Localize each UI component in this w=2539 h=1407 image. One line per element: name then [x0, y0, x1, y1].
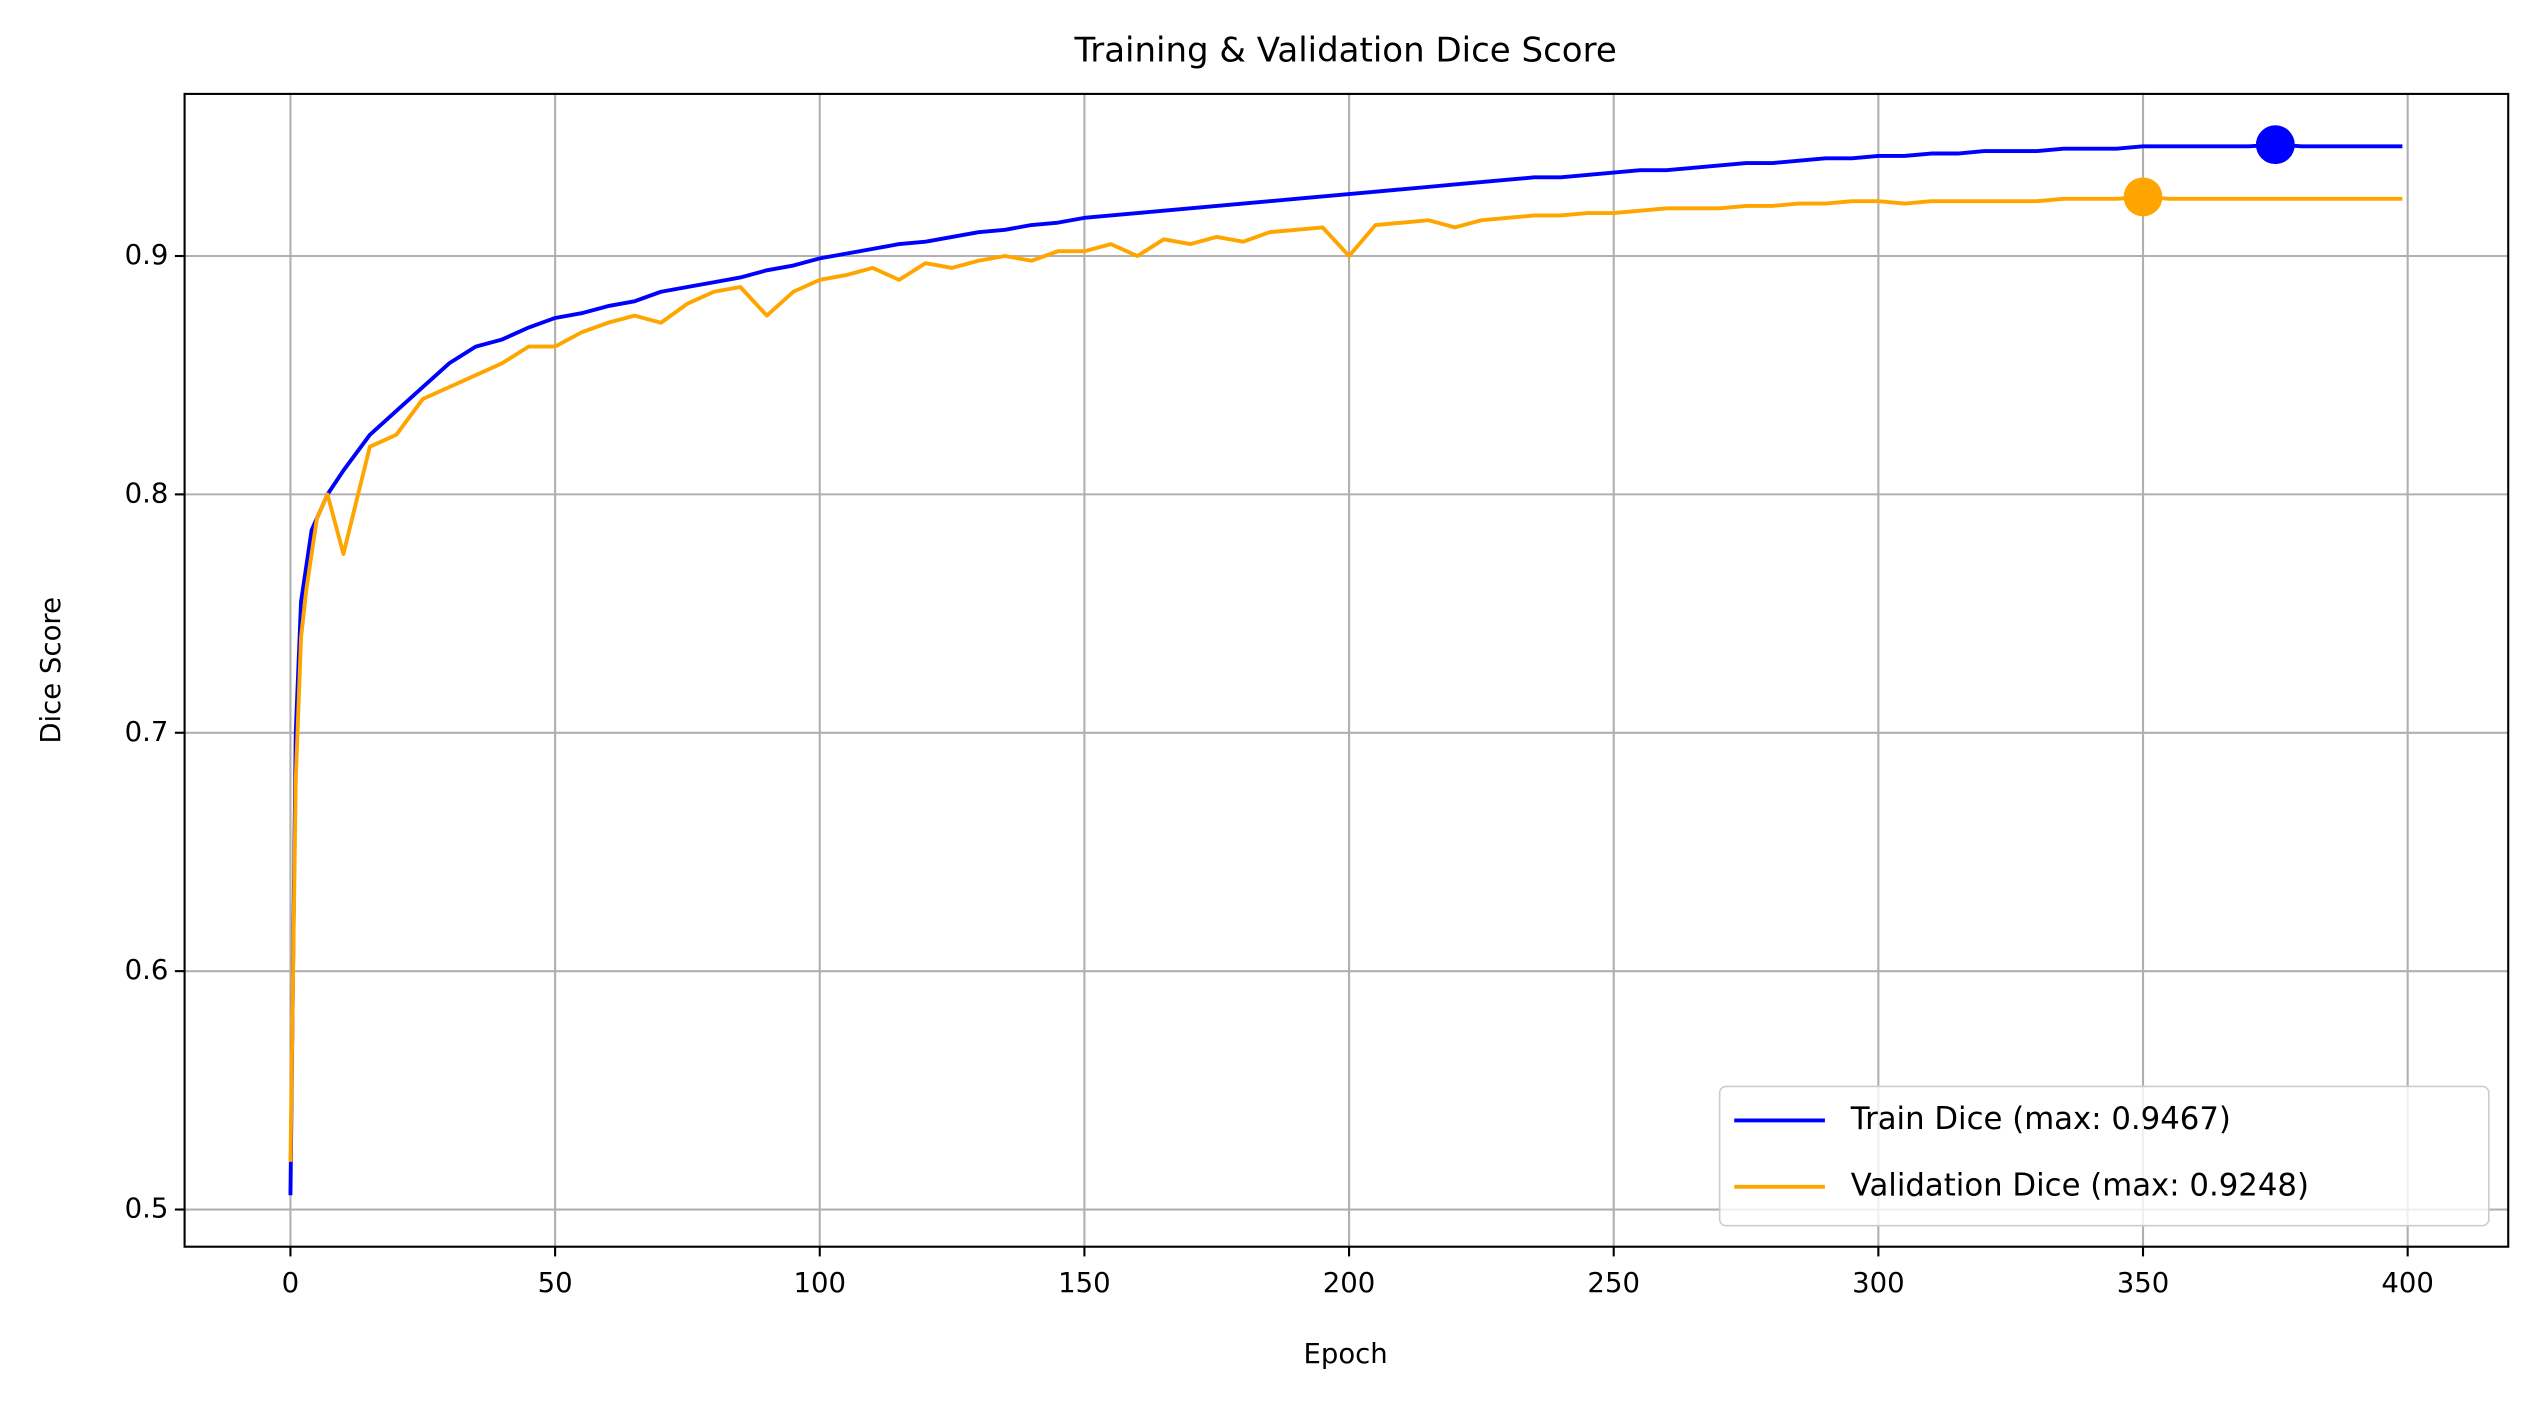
x-tick-label: 0	[282, 1267, 300, 1299]
legend: Train Dice (max: 0.9467) Validation Dice …	[1718, 1085, 2490, 1227]
x-tick-label: 200	[1323, 1267, 1376, 1299]
y-tick-label: 0.6	[125, 954, 169, 986]
x-tick-label: 50	[538, 1267, 573, 1299]
max-marker	[2255, 125, 2295, 165]
legend-box	[1718, 1085, 2490, 1227]
max-marker	[2123, 177, 2163, 217]
chart-title: Training & Validation Dice Score	[1073, 30, 1616, 70]
x-tick-label: 150	[1058, 1267, 1111, 1299]
y-tick-label: 0.8	[125, 477, 169, 509]
y-tick-label: 0.7	[125, 716, 169, 748]
x-tick-label: 350	[2117, 1267, 2170, 1299]
legend-label: Validation Dice (max: 0.9248)	[1851, 1167, 2309, 1203]
x-tick-label: 400	[2381, 1267, 2434, 1299]
x-tick-label: 250	[1587, 1267, 1640, 1299]
x-axis-label: Epoch	[1303, 1338, 1387, 1370]
legend-label: Train Dice (max: 0.9467)	[1850, 1101, 2231, 1137]
line	[288, 194, 2403, 1162]
y-tick-label: 0.5	[125, 1193, 169, 1225]
plot-frame	[183, 92, 2510, 1248]
y-axis-label: Dice Score	[35, 597, 67, 744]
y-tick-label: 0.9	[125, 239, 169, 271]
line	[288, 142, 2403, 1196]
x-tick-label: 300	[1852, 1267, 1905, 1299]
x-tick-label: 100	[793, 1267, 846, 1299]
